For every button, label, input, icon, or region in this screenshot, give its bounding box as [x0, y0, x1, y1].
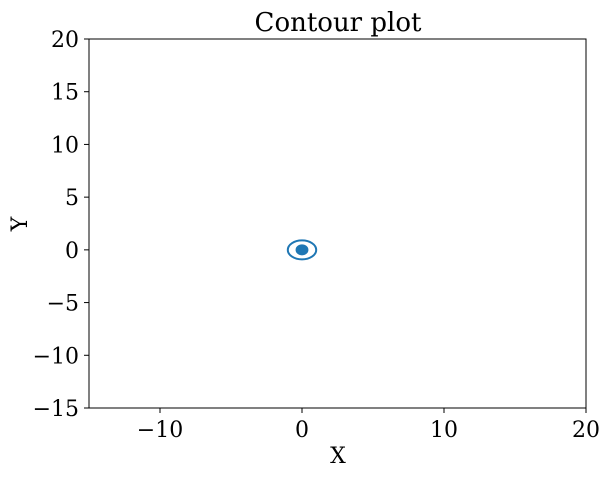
y-tick-label: 5: [65, 186, 79, 211]
y-tick-label: −10: [33, 344, 79, 369]
x-tick-label: 10: [430, 418, 458, 443]
plot-area: [88, 38, 587, 409]
y-tick-label: 15: [51, 81, 79, 106]
contour-lines: [286, 239, 318, 261]
x-tick-label: 20: [572, 418, 600, 443]
x-tick-label: 0: [295, 418, 309, 443]
contour-inner-level: [295, 244, 309, 256]
chart-title: Contour plot: [255, 8, 422, 38]
x-axis-label: X: [330, 444, 346, 469]
y-tick-label: 20: [51, 28, 79, 53]
y-tick-label: −5: [47, 292, 79, 317]
contour-outer-level: [286, 239, 318, 261]
y-tick-label: 10: [51, 133, 79, 158]
y-tick-label: 0: [65, 239, 79, 264]
y-axis-ticks: −15 −10 −5 0 5 10 15 20: [33, 28, 89, 422]
x-axis-ticks: −10 0 10 20: [137, 408, 600, 443]
plot-frame: [88, 38, 587, 409]
y-axis-label: Y: [8, 216, 33, 232]
y-tick-label: −15: [33, 397, 79, 422]
x-tick-label: −10: [137, 418, 183, 443]
